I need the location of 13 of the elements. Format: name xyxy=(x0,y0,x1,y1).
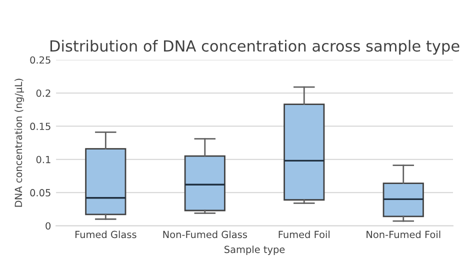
y-tick-label: 0.1 xyxy=(36,156,50,164)
x-axis-title: Sample type xyxy=(224,246,285,255)
y-tick-label: 0.05 xyxy=(30,189,50,196)
chart-title: Distribution of DNA concentration across sample type xyxy=(50,40,460,55)
x-tick-label: Fumed Glass xyxy=(75,230,136,238)
y-tick-label: 0.15 xyxy=(30,122,50,130)
x-tick-label: Non-Fumed Foil xyxy=(366,230,440,238)
y-tick-label: 0.2 xyxy=(36,90,50,97)
x-tick-label: Non-Fumed Glass xyxy=(163,230,247,238)
y-tick-label: 0.25 xyxy=(30,56,50,64)
x-tick-label: Fumed Foil xyxy=(278,230,330,238)
y-tick-label: 0 xyxy=(46,222,51,230)
y-axis-title: DNA concentration (ng/µL) xyxy=(14,78,24,207)
